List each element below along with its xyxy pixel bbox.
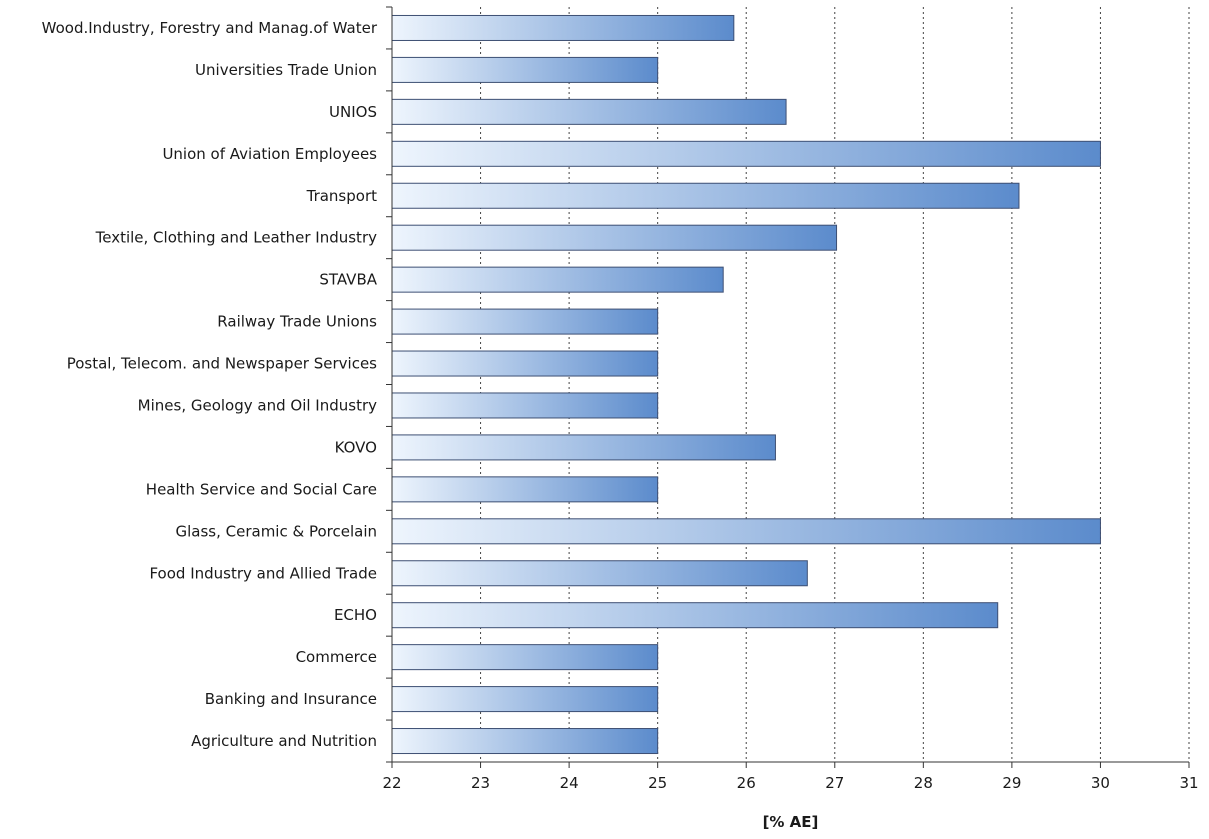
bar bbox=[391, 266, 724, 293]
x-tick-label: 29 bbox=[1002, 774, 1021, 792]
x-tick-label: 22 bbox=[382, 774, 401, 792]
category-labels: Wood.Industry, Forestry and Manag.of Wat… bbox=[42, 19, 378, 750]
category-label: Mines, Geology and Oil Industry bbox=[138, 396, 377, 414]
bar bbox=[391, 14, 735, 41]
bar bbox=[391, 728, 659, 755]
category-label: Railway Trade Unions bbox=[217, 313, 377, 331]
category-label: Agriculture and Nutrition bbox=[191, 732, 377, 750]
x-tick-label: 26 bbox=[737, 774, 756, 792]
bar bbox=[391, 224, 838, 251]
category-label: Textile, Clothing and Leather Industry bbox=[95, 229, 377, 247]
bar bbox=[391, 140, 1101, 167]
category-label: STAVBA bbox=[319, 271, 377, 289]
category-label: Banking and Insurance bbox=[205, 690, 377, 708]
axes bbox=[386, 6, 1190, 768]
category-label: Health Service and Social Care bbox=[146, 480, 377, 498]
bar bbox=[391, 56, 659, 83]
category-label: Commerce bbox=[296, 648, 377, 666]
x-tick-label: 28 bbox=[914, 774, 933, 792]
bar bbox=[391, 350, 659, 377]
category-label: Postal, Telecom. and Newspaper Services bbox=[67, 355, 377, 373]
bar bbox=[391, 476, 659, 503]
bar bbox=[391, 602, 999, 629]
x-axis-title: [% AE] bbox=[763, 813, 819, 831]
category-label: Wood.Industry, Forestry and Manag.of Wat… bbox=[42, 19, 378, 37]
bar bbox=[391, 392, 659, 419]
category-label: UNIOS bbox=[329, 103, 377, 121]
category-label: Transport bbox=[306, 187, 378, 205]
gridlines bbox=[480, 7, 1190, 762]
bar bbox=[391, 644, 659, 671]
bar bbox=[391, 308, 659, 335]
category-label: ECHO bbox=[334, 606, 377, 624]
bar bbox=[391, 686, 659, 713]
bar bbox=[391, 518, 1101, 545]
x-tick-label: 27 bbox=[825, 774, 844, 792]
x-tick-labels: 22 23 24 25 26 27 28 29 30 31 bbox=[382, 774, 1198, 792]
bar bbox=[391, 98, 787, 125]
category-label: Food Industry and Allied Trade bbox=[149, 564, 377, 582]
category-label: Glass, Ceramic & Porcelain bbox=[175, 522, 377, 540]
bar bbox=[391, 560, 808, 587]
x-tick-label: 24 bbox=[560, 774, 579, 792]
category-label: KOVO bbox=[335, 438, 377, 456]
x-tick-label: 23 bbox=[471, 774, 490, 792]
x-tick-label: 31 bbox=[1179, 774, 1198, 792]
category-label: Union of Aviation Employees bbox=[162, 145, 377, 163]
bars bbox=[391, 14, 1101, 755]
bar bbox=[391, 182, 1020, 209]
x-tick-label: 30 bbox=[1091, 774, 1110, 792]
bar bbox=[391, 434, 776, 461]
category-label: Universities Trade Union bbox=[195, 61, 377, 79]
x-tick-label: 25 bbox=[648, 774, 667, 792]
